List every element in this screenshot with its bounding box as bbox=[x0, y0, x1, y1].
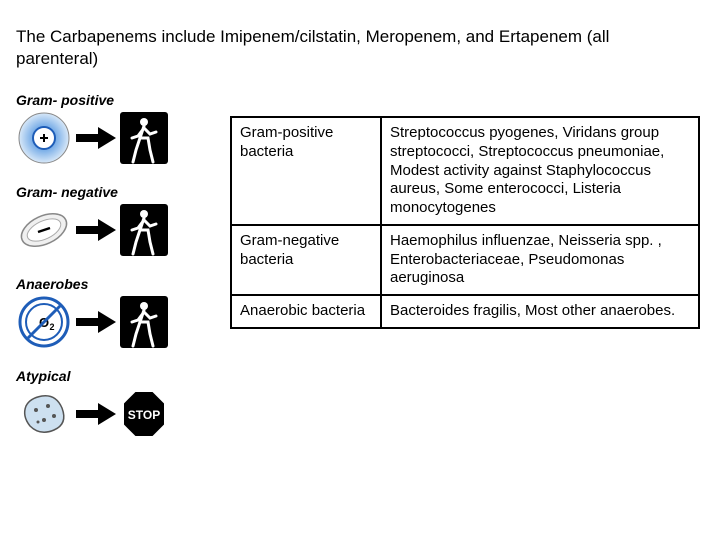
category-label: Anaerobes bbox=[16, 276, 216, 292]
category-label: Gram- positive bbox=[16, 92, 216, 108]
bacteria-examples-cell: Streptococcus pyogenes, Viridans group s… bbox=[381, 117, 699, 225]
bacteria-examples-cell: Haemophilus influenzae, Neisseria spp. ,… bbox=[381, 225, 699, 295]
icon-row: O 2 bbox=[16, 294, 216, 350]
svg-text:STOP: STOP bbox=[128, 408, 160, 422]
category-label: Atypical bbox=[16, 368, 216, 384]
atypical-icon bbox=[16, 386, 72, 442]
category-block-atypical: Atypical STOP bbox=[16, 368, 216, 442]
stop-icon: STOP bbox=[120, 388, 168, 440]
category-icons-column: Gram- positive bbox=[16, 92, 216, 460]
icon-row: STOP bbox=[16, 386, 216, 442]
arrow-icon bbox=[76, 311, 116, 333]
gram-positive-icon bbox=[16, 110, 72, 166]
icon-row bbox=[16, 110, 216, 166]
category-block-gram-positive: Gram- positive bbox=[16, 92, 216, 166]
arrow-icon bbox=[76, 127, 116, 149]
category-label: Gram- negative bbox=[16, 184, 216, 200]
bacteria-type-cell: Gram-positive bacteria bbox=[231, 117, 381, 225]
walk-icon bbox=[120, 112, 168, 164]
category-block-gram-negative: Gram- negative bbox=[16, 184, 216, 258]
anaerobe-icon: O 2 bbox=[16, 294, 72, 350]
bacteria-table: Gram-positive bacteria Streptococcus pyo… bbox=[230, 116, 700, 329]
walk-icon bbox=[120, 204, 168, 256]
table-row: Anaerobic bacteria Bacteroides fragilis,… bbox=[231, 295, 699, 328]
arrow-icon bbox=[76, 219, 116, 241]
table-row: Gram-positive bacteria Streptococcus pyo… bbox=[231, 117, 699, 225]
bacteria-type-cell: Gram-negative bacteria bbox=[231, 225, 381, 295]
icon-row bbox=[16, 202, 216, 258]
svg-text:2: 2 bbox=[49, 322, 54, 332]
arrow-icon bbox=[76, 403, 116, 425]
walk-icon bbox=[120, 296, 168, 348]
gram-negative-icon bbox=[16, 202, 72, 258]
bacteria-examples-cell: Bacteroides fragilis, Most other anaerob… bbox=[381, 295, 699, 328]
table-row: Gram-negative bacteria Haemophilus influ… bbox=[231, 225, 699, 295]
page-title: The Carbapenems include Imipenem/cilstat… bbox=[16, 26, 656, 70]
category-block-anaerobes: Anaerobes O 2 bbox=[16, 276, 216, 350]
bacteria-type-cell: Anaerobic bacteria bbox=[231, 295, 381, 328]
